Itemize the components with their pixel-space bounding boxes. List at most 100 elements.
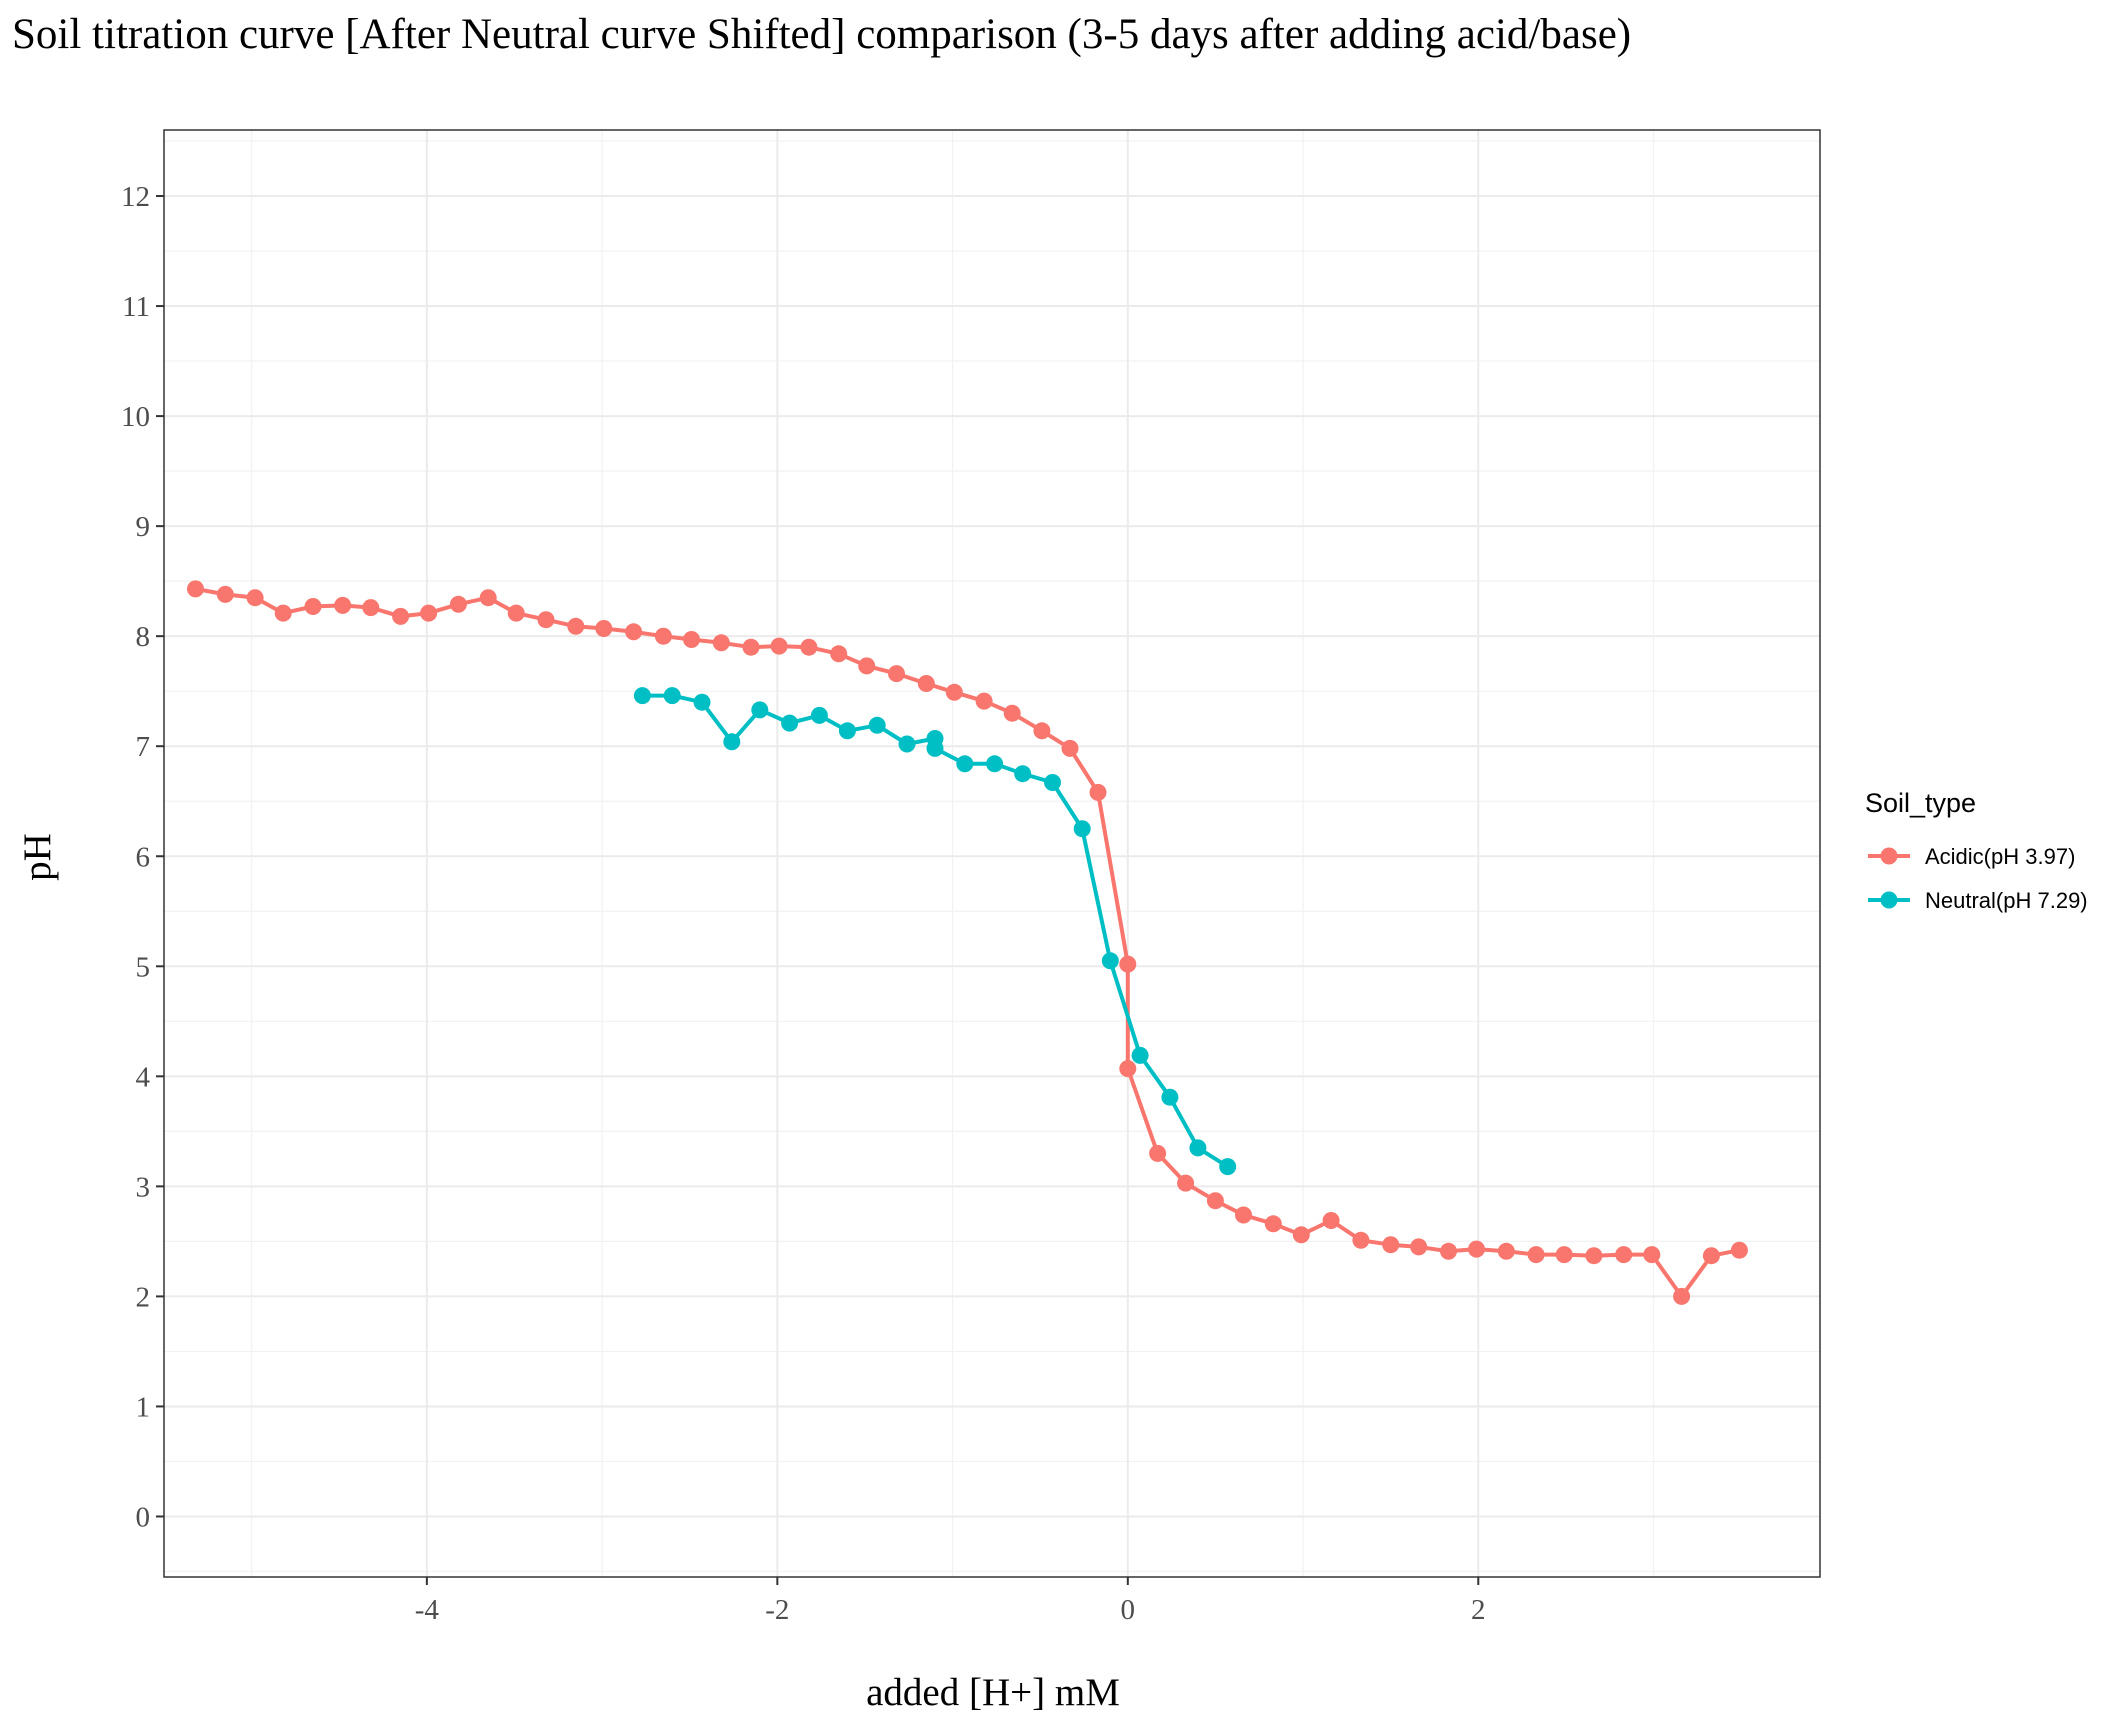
data-point-acidic: [1292, 1226, 1310, 1244]
data-point-acidic: [187, 580, 204, 598]
legend-key-point-acidic: [1880, 847, 1898, 865]
data-point-acidic: [683, 631, 700, 648]
data-point-acidic: [216, 585, 234, 603]
data-point-neutral: [751, 701, 769, 719]
data-point-acidic: [770, 637, 788, 655]
data-point-acidic: [1643, 1246, 1661, 1264]
y-tick-label: 4: [136, 1061, 151, 1093]
data-point-acidic: [1089, 783, 1107, 801]
data-point-acidic: [1149, 1144, 1167, 1162]
data-point-neutral: [1044, 774, 1061, 791]
data-point-acidic: [1440, 1242, 1457, 1260]
x-axis: -4 -2 0 2: [415, 1577, 1486, 1626]
data-point-acidic: [945, 683, 963, 701]
data-point-acidic: [858, 657, 876, 675]
data-point-acidic: [1119, 1060, 1137, 1078]
data-point-acidic: [1527, 1246, 1545, 1264]
data-point-acidic: [595, 620, 613, 637]
data-point-neutral: [1014, 765, 1032, 783]
data-point-acidic: [334, 596, 352, 614]
data-point-acidic: [888, 665, 905, 683]
data-point-neutral: [1073, 820, 1091, 838]
data-point-acidic: [1177, 1174, 1195, 1192]
y-axis-title: pH: [16, 833, 59, 881]
data-point-acidic: [567, 617, 585, 635]
legend-title: Soil_type: [1865, 788, 1976, 818]
data-point-acidic: [1264, 1215, 1282, 1233]
data-point-acidic: [975, 692, 993, 710]
data-point-acidic: [830, 645, 848, 663]
data-point-acidic: [1352, 1231, 1370, 1249]
data-point-neutral: [1189, 1139, 1207, 1157]
grid-minor: [164, 130, 1820, 1577]
data-point-acidic: [1410, 1238, 1428, 1256]
legend: Soil_type Acidic(pH 3.97) Neutral(pH 7.29…: [1865, 788, 2088, 913]
y-tick-label: 12: [121, 181, 150, 213]
data-point-acidic: [392, 607, 410, 625]
x-tick-label: -2: [765, 1594, 789, 1626]
data-point-acidic: [537, 611, 555, 629]
x-tick-label: 0: [1121, 1594, 1136, 1626]
data-point-acidic: [742, 638, 760, 656]
y-tick-label: 11: [122, 291, 150, 323]
data-point-acidic: [1468, 1240, 1485, 1258]
chart-title: Soil titration curve [After Neutral curv…: [12, 11, 1631, 58]
data-point-acidic: [1382, 1236, 1400, 1254]
data-point-acidic: [1206, 1192, 1224, 1210]
y-tick-label: 3: [136, 1171, 151, 1203]
y-tick-label: 1: [136, 1391, 151, 1423]
data-point-acidic: [1555, 1246, 1573, 1264]
data-point-acidic: [1615, 1246, 1633, 1264]
data-point-acidic: [449, 595, 467, 613]
data-point-acidic: [1497, 1242, 1515, 1260]
data-point-acidic: [800, 638, 818, 656]
data-point-neutral: [956, 755, 974, 773]
series-layer: [187, 580, 1748, 1305]
data-point-acidic: [246, 589, 264, 607]
data-point-acidic: [420, 604, 438, 622]
grid-major: [164, 130, 1820, 1577]
data-point-neutral: [1101, 952, 1119, 970]
data-point-acidic: [1730, 1241, 1748, 1259]
legend-label-neutral: Neutral(pH 7.29): [1925, 888, 2088, 913]
y-tick-label: 8: [136, 621, 151, 653]
data-point-neutral: [633, 687, 651, 705]
data-point-acidic: [1235, 1206, 1252, 1224]
y-tick-label: 7: [136, 731, 151, 763]
data-point-acidic: [304, 598, 322, 615]
data-point-acidic: [1003, 704, 1021, 722]
panel-background: [164, 130, 1820, 1577]
data-point-neutral: [898, 735, 916, 753]
data-point-acidic: [625, 623, 643, 641]
data-point-neutral: [781, 714, 799, 732]
data-point-neutral: [723, 733, 741, 751]
y-tick-label: 0: [136, 1501, 151, 1533]
data-point-acidic: [1673, 1287, 1691, 1305]
y-tick-label: 5: [136, 951, 151, 983]
data-point-acidic: [917, 675, 935, 692]
plot-panel: [163, 129, 1821, 1578]
data-point-neutral: [1131, 1046, 1149, 1064]
data-point-neutral: [986, 755, 1004, 773]
data-point-acidic: [507, 604, 525, 622]
data-point-acidic: [1702, 1247, 1720, 1265]
panel-border: [163, 129, 1821, 1578]
data-point-acidic: [274, 604, 292, 622]
data-point-neutral: [810, 706, 828, 724]
y-tick-label: 2: [136, 1281, 151, 1313]
data-point-acidic: [712, 634, 730, 652]
data-point-neutral: [663, 687, 681, 705]
data-point-neutral: [1219, 1158, 1237, 1176]
data-point-acidic: [362, 599, 380, 617]
data-point-acidic: [1119, 955, 1137, 973]
legend-items: Acidic(pH 3.97) Neutral(pH 7.29): [1868, 844, 2088, 913]
y-tick-label: 10: [121, 401, 150, 433]
data-point-acidic: [1585, 1247, 1603, 1265]
y-tick-label: 6: [136, 841, 151, 873]
data-point-neutral: [838, 722, 856, 740]
legend-key-point-neutral: [1880, 891, 1898, 909]
data-point-neutral: [926, 739, 944, 757]
data-point-acidic: [1061, 739, 1079, 757]
